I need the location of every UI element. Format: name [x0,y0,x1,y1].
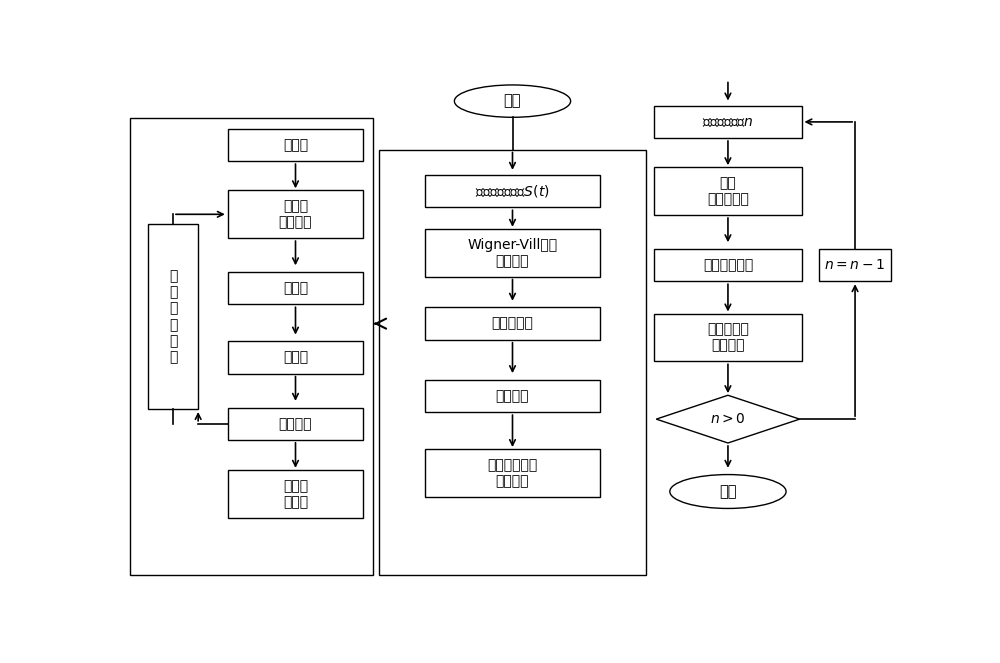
Text: 图像预处理: 图像预处理 [492,317,533,331]
Text: 构造特征向量: 构造特征向量 [703,258,753,272]
FancyBboxPatch shape [819,249,891,281]
FancyBboxPatch shape [425,308,600,340]
FancyBboxPatch shape [148,224,198,409]
Text: 雷达信号个数$n$: 雷达信号个数$n$ [702,115,754,129]
FancyBboxPatch shape [425,229,600,276]
Text: 归一化: 归一化 [283,138,308,152]
Text: 支持向量机
分类识别: 支持向量机 分类识别 [707,322,749,353]
FancyBboxPatch shape [654,249,802,281]
Text: 二值化: 二值化 [283,281,308,295]
Polygon shape [656,395,800,443]
FancyBboxPatch shape [425,175,600,208]
FancyBboxPatch shape [654,105,802,138]
FancyBboxPatch shape [228,341,363,374]
FancyBboxPatch shape [228,190,363,238]
FancyBboxPatch shape [228,272,363,304]
Text: 图像剪切: 图像剪切 [279,417,312,431]
Text: 图像插值: 图像插值 [496,389,529,403]
FancyBboxPatch shape [654,167,802,215]
FancyBboxPatch shape [228,129,363,161]
Text: 开始: 开始 [504,93,521,109]
Text: Wigner-Vill分布
时频变换: Wigner-Vill分布 时频变换 [467,238,558,268]
Ellipse shape [670,475,786,509]
FancyBboxPatch shape [654,314,802,361]
Text: 起
止
频
率
检
测: 起 止 频 率 检 测 [169,269,177,364]
FancyBboxPatch shape [425,380,600,412]
Text: 联合概率数据
关联算法: 联合概率数据 关联算法 [487,458,538,488]
Text: 输入辐射源信号$S(t)$: 输入辐射源信号$S(t)$ [475,183,550,199]
Text: 自适应
维纳滤波: 自适应 维纳滤波 [279,199,312,229]
FancyBboxPatch shape [228,470,363,518]
FancyBboxPatch shape [228,408,363,440]
Text: 结束: 结束 [719,484,737,499]
Text: $n>0$: $n>0$ [710,412,746,426]
Ellipse shape [454,85,571,117]
Text: 提取
中心矩特征: 提取 中心矩特征 [707,176,749,206]
Text: 闭运算: 闭运算 [283,351,308,365]
Text: $n=n-1$: $n=n-1$ [824,258,886,272]
FancyBboxPatch shape [425,449,600,497]
Text: 归一化
纵横比: 归一化 纵横比 [283,479,308,509]
